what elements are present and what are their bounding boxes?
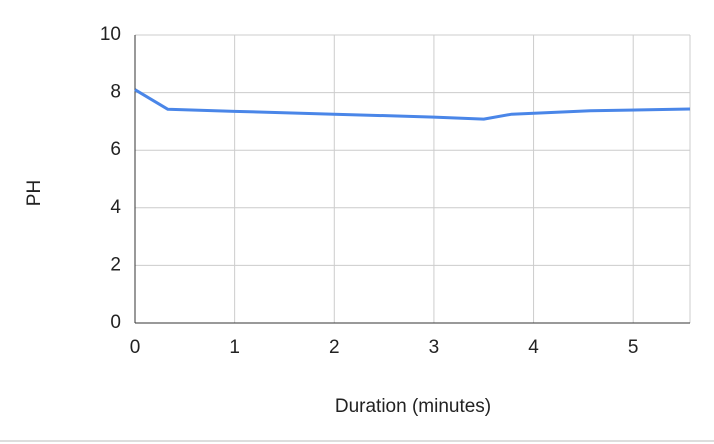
y-tick-label: 8 bbox=[110, 82, 121, 103]
x-tick-label: 2 bbox=[329, 337, 340, 358]
y-tick-label: 4 bbox=[110, 197, 121, 218]
y-tick-label: 0 bbox=[110, 312, 121, 333]
y-tick-label: 2 bbox=[110, 254, 121, 275]
x-tick-label: 0 bbox=[130, 337, 141, 358]
data-line bbox=[134, 88, 691, 121]
y-axis-label: PH bbox=[24, 180, 45, 206]
x-tick-label: 5 bbox=[628, 337, 639, 358]
x-tick-label: 4 bbox=[528, 337, 539, 358]
y-tick-label: 6 bbox=[110, 139, 121, 160]
x-tick-label: 1 bbox=[229, 337, 240, 358]
x-axis-label: Duration (minutes) bbox=[335, 396, 491, 417]
y-tick-label: 10 bbox=[100, 24, 121, 45]
x-tick-label: 3 bbox=[429, 337, 440, 358]
